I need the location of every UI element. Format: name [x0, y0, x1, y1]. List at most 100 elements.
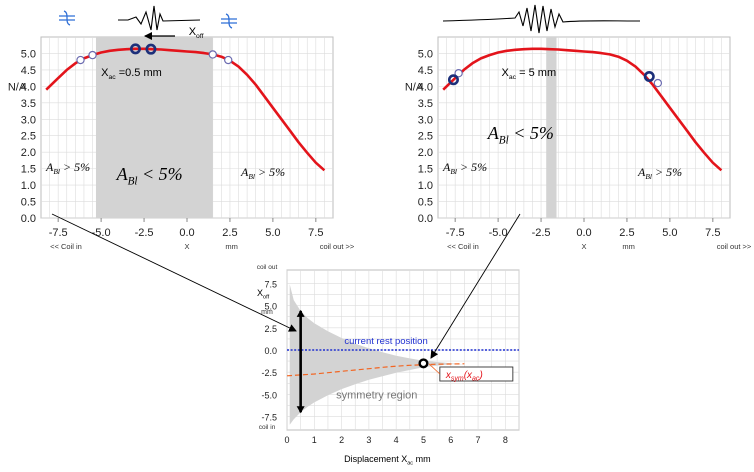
x-note-coil-out: coil out >> — [717, 242, 752, 251]
x-tick-label: 2.5 — [619, 227, 634, 239]
chart-bottom: current rest position symmetry region xsym… — [257, 264, 520, 466]
x-axis-label: Displacement Xac mm — [344, 454, 430, 466]
xsym-connector — [428, 363, 441, 375]
y-tick-label: -5.0 — [261, 390, 277, 400]
label-abl-right: ABl > 5% — [637, 165, 682, 181]
force-factor-curve — [442, 47, 723, 172]
coil-icon-stroke — [221, 13, 237, 29]
x-note-coil-in: << Coil in — [50, 242, 82, 251]
bold-marker — [145, 43, 157, 55]
y-tick-label: 1.5 — [418, 164, 433, 176]
y-tick-label: 4.0 — [418, 81, 433, 93]
x-tick-label: 2 — [339, 435, 344, 445]
x-tick-label: 3 — [366, 435, 371, 445]
y-axis-label: N/A — [8, 81, 27, 93]
y-tick-label: 2.5 — [21, 131, 36, 143]
label-abl-left: ABl > 5% — [45, 160, 90, 176]
shaded-region — [546, 37, 557, 218]
open-marker — [454, 68, 463, 78]
x-unit-label: mm — [225, 242, 238, 251]
y-tick-label: 4.0 — [21, 81, 36, 93]
connector-right-to-point — [430, 213, 521, 359]
x-tick-label: 0.0 — [179, 227, 194, 239]
y-tick-label: 1.5 — [21, 164, 36, 176]
y-tick-label: 7.5 — [264, 279, 277, 289]
open-marker — [208, 50, 217, 59]
label-xac: Xac =0.5 mm — [101, 67, 162, 81]
y-tick-label: -2.5 — [261, 368, 277, 378]
y-tick-label: 0.5 — [21, 197, 36, 209]
x-tick-label: 5.0 — [662, 227, 677, 239]
span-arrow-bottom — [296, 406, 305, 414]
signal-wave-icon-right — [442, 4, 641, 34]
signal-wave-icon-left — [118, 5, 201, 40]
chart-right: 0.0 0.5 1.0 1.5 2.0 2.5 3.0 3.5 4.0 4.5 5.0 -7.5 -5.… — [405, 36, 752, 251]
x-note-coil-in: << Coil in — [447, 242, 479, 251]
label-abl-center: ABl < 5% — [487, 123, 554, 147]
label-xac: Xac = 5 mm — [502, 67, 557, 81]
y-tick-label: 3.0 — [418, 114, 433, 126]
bold-marker — [129, 43, 141, 55]
x-tick-label: 0 — [284, 435, 289, 445]
y-unit-label: mm — [261, 309, 273, 316]
label-abl-left: ABl > 5% — [442, 160, 487, 176]
y-axis-label: Xoff — [257, 288, 270, 300]
y-tick-label: 5.0 — [418, 48, 433, 60]
x-tick-label: -7.5 — [49, 227, 68, 239]
y-tick-label: 3.0 — [21, 114, 36, 126]
x-tick-label: 6 — [448, 435, 453, 445]
y-note-coil-out: coil out — [257, 264, 278, 271]
x-axis-label: X — [184, 242, 189, 251]
y-tick-label: 5.0 — [21, 48, 36, 60]
bold-marker — [643, 70, 655, 82]
y-tick-label: 4.5 — [21, 65, 36, 77]
label-xoff: Xoff — [189, 26, 204, 40]
x-tick-label: 1 — [312, 435, 317, 445]
y-axis-label: N/A — [405, 81, 424, 93]
y-tick-label: 4.5 — [418, 65, 433, 77]
x-tick-label: -5.0 — [489, 227, 508, 239]
x-tick-label: -7.5 — [446, 227, 465, 239]
open-marker — [88, 50, 97, 60]
x-tick-label: 8 — [503, 435, 508, 445]
x-tick-label: 5 — [421, 435, 426, 445]
x-tick-label: 0.0 — [576, 227, 591, 239]
open-marker — [224, 55, 233, 65]
x-unit-label: mm — [622, 242, 635, 251]
x-tick-label: -2.5 — [135, 227, 154, 239]
bold-marker — [447, 74, 459, 86]
y-tick-label: 2.0 — [21, 147, 36, 159]
y-tick-label: -7.5 — [261, 413, 277, 423]
x-tick-label: 4 — [394, 435, 399, 445]
y-tick-label: 2.0 — [418, 147, 433, 159]
symmetry-region-label: symmetry region — [336, 389, 417, 401]
y-tick-label: 0.0 — [264, 346, 277, 356]
y-tick-label: 0.5 — [418, 197, 433, 209]
label-abl-center: ABl < 5% — [116, 164, 183, 188]
y-tick-label: 2.5 — [264, 324, 277, 334]
label-abl-right: ABl > 5% — [240, 165, 285, 181]
coil-icon-stroke — [59, 10, 75, 26]
x-tick-label: 5.0 — [265, 227, 280, 239]
signal-wave-line — [118, 5, 201, 31]
chart-left: 0.0 0.5 1.0 1.5 2.0 2.5 3.0 3.5 4.0 4.5 5.0 -7.5 -5.… — [8, 26, 355, 251]
open-marker — [653, 78, 663, 88]
x-tick-label: 7.5 — [705, 227, 720, 239]
coil-right-icon — [221, 13, 237, 29]
y-tick-label: 0.0 — [418, 213, 433, 225]
x-tick-label: -5.0 — [92, 227, 111, 239]
y-tick-label: 5.0 — [264, 302, 277, 312]
rest-position-label: current rest position — [344, 336, 427, 347]
x-axis-label: X — [581, 242, 586, 251]
signal-wave-line — [442, 4, 641, 34]
open-marker — [76, 55, 85, 65]
shaded-region — [95, 37, 213, 218]
x-tick-label: -2.5 — [532, 227, 551, 239]
y-tick-label: 3.5 — [21, 98, 36, 110]
y-tick-label: 3.5 — [418, 98, 433, 110]
y-tick-label: 1.0 — [418, 180, 433, 192]
y-tick-label: 1.0 — [21, 180, 36, 192]
span-arrow-top — [296, 309, 305, 317]
symmetry-region-area — [289, 284, 465, 425]
